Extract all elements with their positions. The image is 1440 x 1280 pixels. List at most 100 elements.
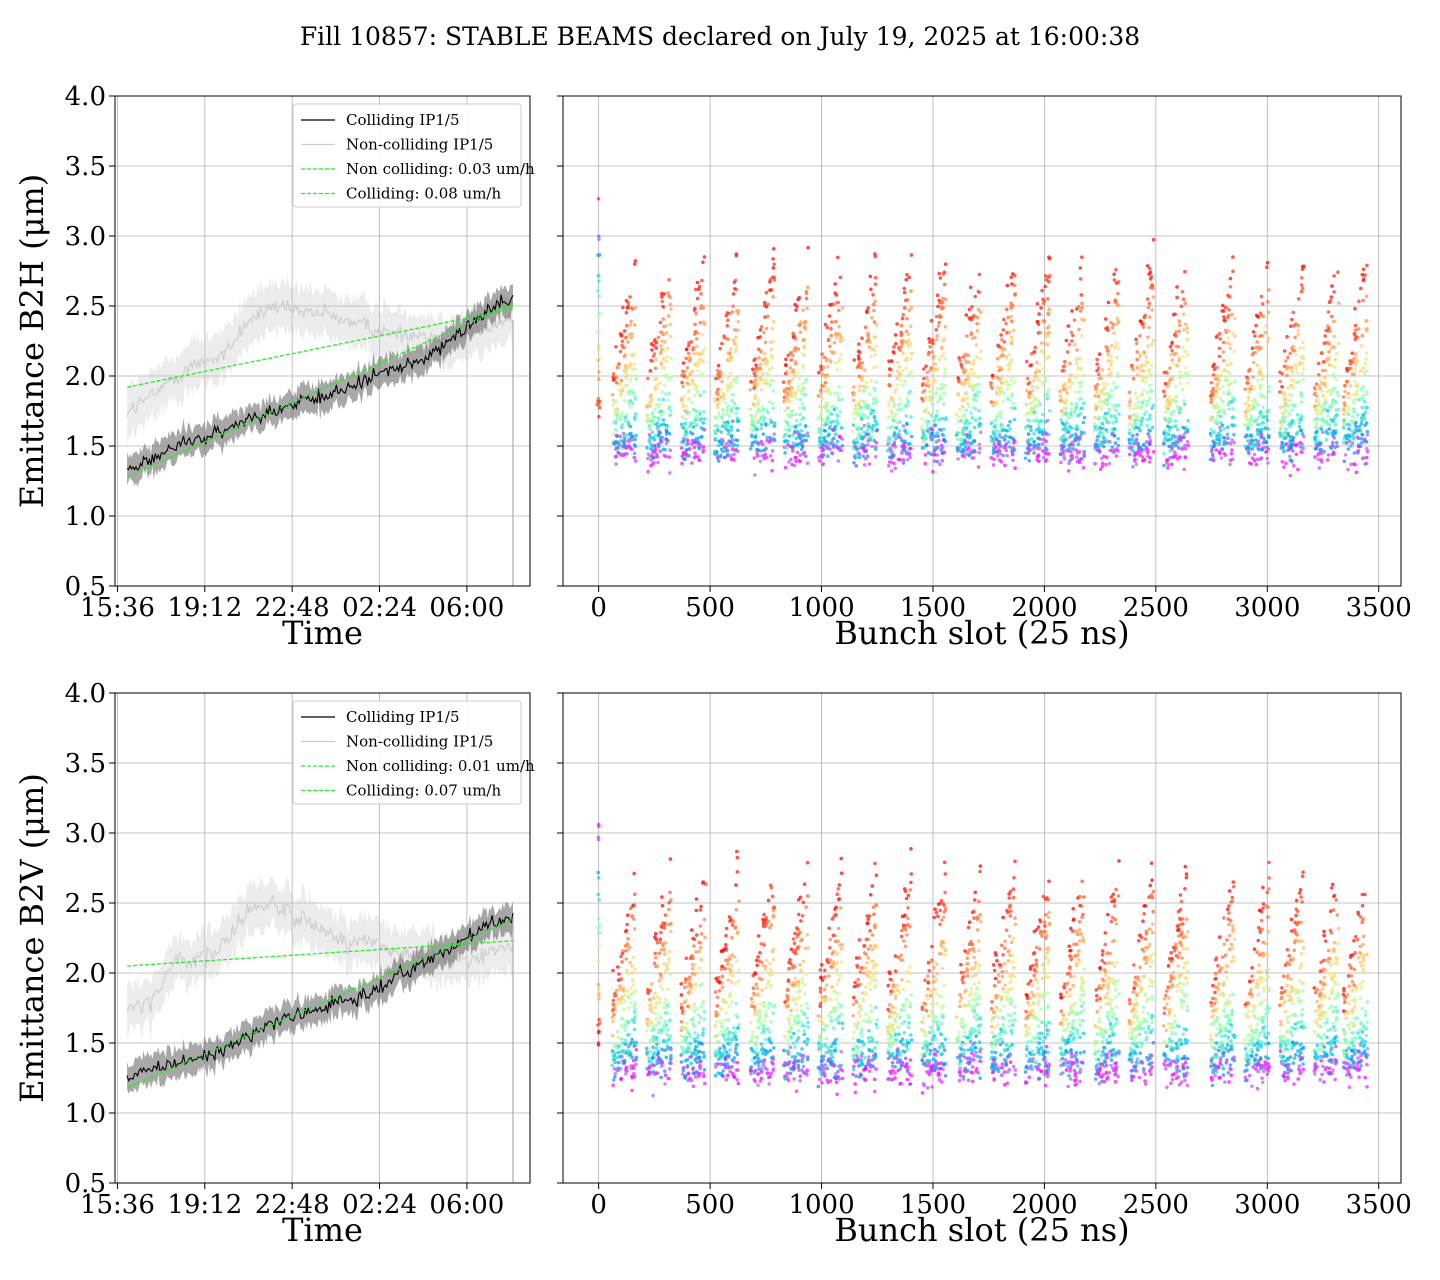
scatter-point — [966, 435, 970, 440]
scatter-point — [687, 454, 691, 458]
scatter-point — [702, 428, 707, 432]
scatter-point — [1181, 346, 1185, 350]
scatter-point — [771, 437, 775, 442]
scatter-point — [595, 330, 600, 335]
scatter-point — [798, 453, 802, 458]
scatter-point — [840, 306, 845, 310]
scatter-point — [1093, 402, 1098, 407]
scatter-point — [1023, 456, 1028, 461]
scatter-point — [930, 350, 935, 354]
scatter-point — [766, 410, 770, 415]
scatter-point — [615, 415, 620, 420]
scatter-point — [969, 332, 973, 337]
scatter-point — [804, 296, 809, 301]
scatter-point — [875, 364, 879, 369]
colliding-series-line — [126, 912, 514, 1082]
scatter-point — [1077, 304, 1081, 309]
scatter-point — [1319, 424, 1324, 428]
scatter-point — [1075, 427, 1080, 432]
legend-box — [292, 700, 522, 805]
scatter-point — [693, 1031, 697, 1035]
scatter-point — [1249, 407, 1253, 412]
scatter-point — [660, 299, 665, 304]
scatter-point — [626, 444, 631, 448]
scatter-point — [851, 429, 855, 434]
scatter-point — [679, 993, 684, 997]
scatter-point — [1359, 286, 1363, 291]
scatter-point — [1001, 400, 1005, 404]
scatter-point — [925, 422, 929, 427]
scatter-point — [732, 452, 736, 457]
scatter-point — [622, 329, 627, 333]
scatter-point — [1212, 420, 1217, 425]
scatter-point — [929, 318, 934, 323]
scatter-point — [1075, 401, 1079, 406]
scatter-point — [630, 964, 634, 968]
scatter-point — [926, 379, 931, 384]
scatter-point — [1027, 390, 1032, 395]
scatter-point — [658, 430, 662, 435]
scatter-point — [1106, 300, 1111, 305]
scatter-point — [1163, 381, 1168, 386]
scatter-point — [907, 451, 912, 456]
scatter-point — [958, 359, 962, 363]
scatter-point — [633, 892, 637, 896]
x-tick-label: 0 — [590, 1190, 607, 1220]
scatter-point — [864, 456, 868, 461]
scatter-point — [786, 406, 790, 410]
scatter-point — [759, 439, 764, 444]
scatter-point — [806, 245, 810, 250]
scatter-point — [962, 438, 967, 442]
scatter-point — [657, 416, 661, 421]
scatter-point — [690, 928, 694, 932]
scatter-point — [1178, 369, 1183, 374]
scatter-point — [597, 237, 601, 242]
scatter-point — [832, 404, 836, 409]
scatter-point — [1217, 380, 1221, 385]
scatter-point — [620, 343, 624, 348]
scatter-point — [937, 357, 941, 362]
scatter-point — [1005, 283, 1010, 288]
scatter-point — [1029, 363, 1034, 367]
scatter-point — [1170, 340, 1174, 345]
scatter-point — [885, 448, 890, 453]
scatter-point — [1333, 357, 1338, 362]
scatter-point — [680, 380, 684, 385]
scatter-point — [633, 1041, 638, 1046]
scatter-point — [596, 253, 600, 257]
scatter-point — [719, 453, 723, 458]
scatter-point — [1174, 334, 1178, 338]
scatter-point — [1030, 437, 1034, 441]
scatter-point — [1354, 352, 1358, 356]
scatter-point — [899, 330, 903, 335]
scatter-point — [624, 434, 628, 438]
scatter-point — [963, 427, 968, 431]
scatter-point — [702, 1055, 706, 1060]
scatter-point — [1170, 348, 1174, 353]
scatter-point — [1222, 427, 1227, 431]
scatter-point — [959, 437, 964, 441]
scatter-point — [1082, 452, 1086, 457]
scatter-point — [691, 381, 696, 386]
scatter-point — [1321, 430, 1325, 435]
scatter-point — [690, 378, 695, 383]
scatter-point — [686, 1045, 690, 1050]
scatter-point — [1365, 405, 1369, 410]
scatter-point — [719, 430, 723, 434]
scatter-point — [943, 262, 948, 267]
scatter-point — [893, 466, 898, 471]
scatter-point — [852, 461, 856, 465]
scatter-point — [1058, 437, 1062, 442]
scatter-point — [612, 1005, 617, 1010]
scatter-point — [657, 442, 661, 446]
scatter-point — [772, 247, 776, 251]
scatter-point — [1255, 457, 1260, 462]
scatter-point — [729, 428, 733, 432]
scatter-point — [835, 439, 840, 444]
scatter-point — [1265, 456, 1269, 461]
scatter-point — [664, 454, 668, 459]
scatter-point — [1297, 421, 1302, 425]
scatter-point — [663, 373, 668, 378]
scatter-point — [1257, 415, 1262, 419]
scatter-point — [611, 403, 615, 407]
